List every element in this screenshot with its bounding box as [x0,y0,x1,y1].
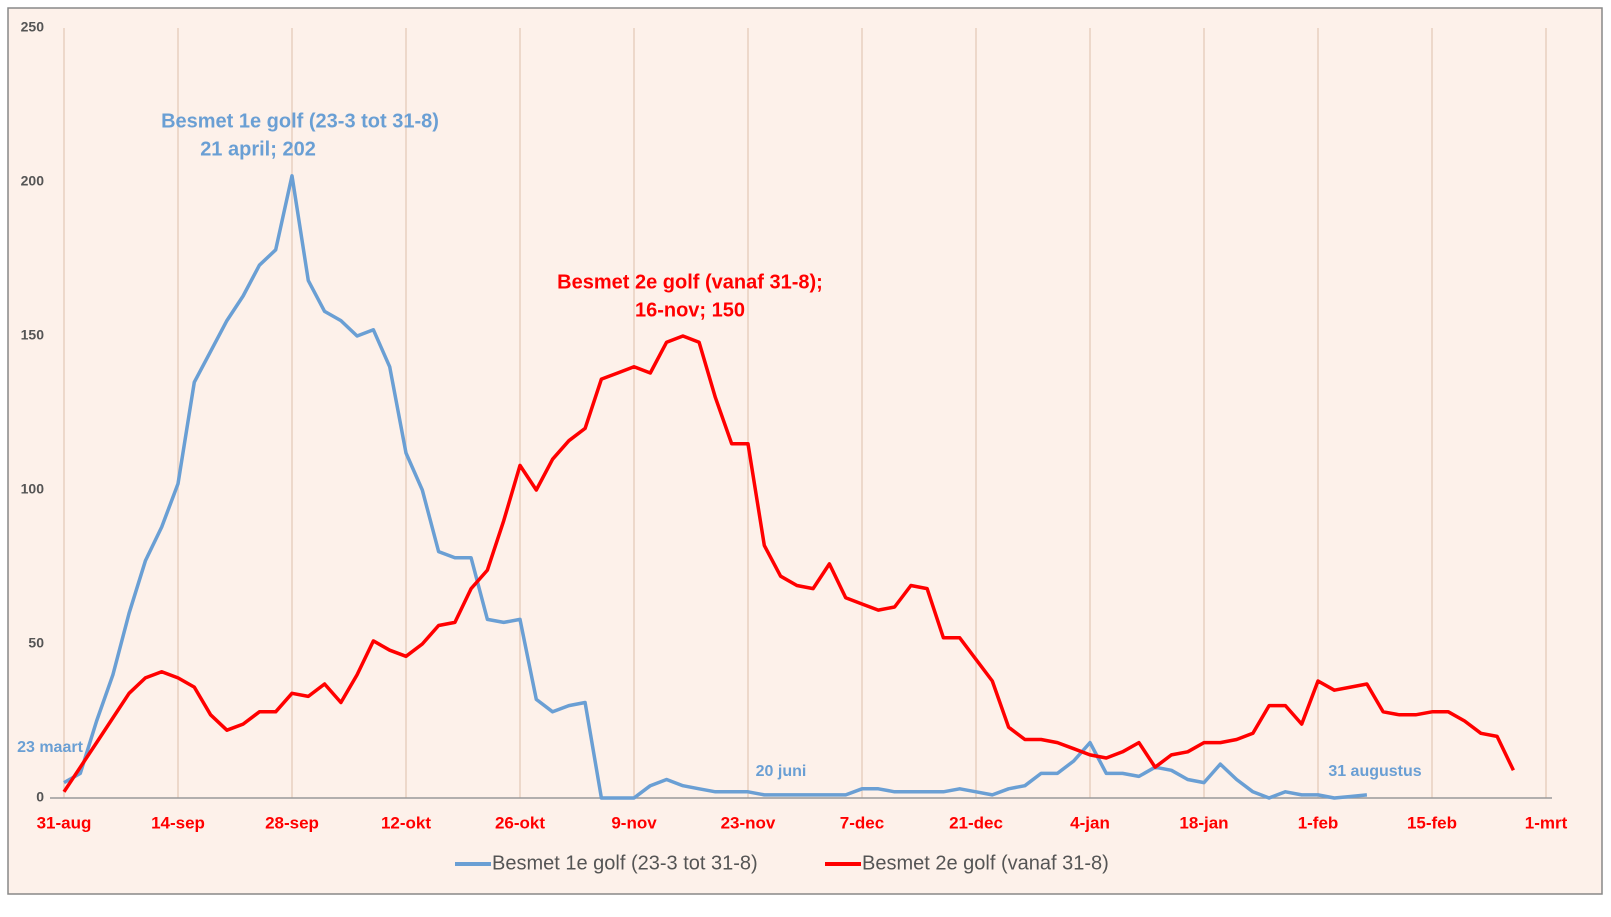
y-tick-label: 150 [21,327,45,343]
x-tick-label: 18-jan [1179,813,1228,832]
annotation: Besmet 1e golf (23-3 tot 31-8) [161,110,439,132]
x-tick-label: 26-okt [495,813,545,832]
annotation: 16-nov; 150 [635,299,745,321]
x-tick-label: 1-mrt [1525,813,1568,832]
y-tick-label: 250 [21,19,45,35]
x-tick-label: 1-feb [1298,813,1339,832]
x-tick-label: 21-dec [949,813,1003,832]
x-tick-label: 4-jan [1070,813,1110,832]
x-tick-label: 28-sep [265,813,319,832]
y-tick-label: 0 [36,789,44,805]
legend-label: Besmet 1e golf (23-3 tot 31-8) [492,852,758,874]
y-tick-label: 50 [28,635,44,651]
legend-label: Besmet 2e golf (vanaf 31-8) [862,852,1109,874]
line-series [63,174,1368,800]
x-tick-label: 12-okt [381,813,431,832]
line-series [62,334,1515,793]
annotation: 21 april; 202 [200,138,316,160]
annotation: 23 maart [17,739,83,756]
x-tick-label: 7-dec [840,813,884,832]
x-tick-label: 15-feb [1407,813,1457,832]
x-tick-label: 23-nov [721,813,776,832]
y-tick-label: 100 [21,481,45,497]
x-tick-label: 9-nov [611,813,657,832]
annotation: 31 augustus [1328,763,1421,780]
y-tick-label: 200 [21,173,45,189]
x-tick-label: 14-sep [151,813,205,832]
annotation: Besmet 2e golf (vanaf 31-8); [557,271,823,293]
chart-background [7,7,1603,895]
annotation: 20 juni [756,763,807,780]
x-tick-label: 31-aug [37,813,92,832]
